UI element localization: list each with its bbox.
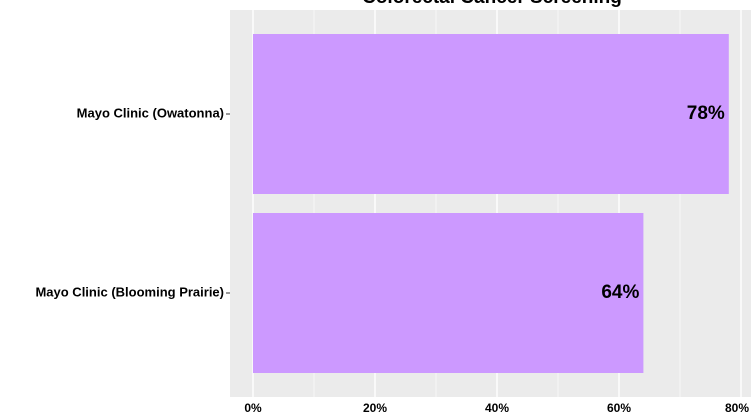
x-axis-tick-labels: 0% 20% 40% 60% 80% <box>244 401 749 415</box>
category-label: Mayo Clinic (Blooming Prairie) <box>35 284 224 299</box>
bar <box>253 213 644 373</box>
chart-title: Colorectal Cancer Screening <box>362 0 622 8</box>
x-tick-label: 60% <box>607 401 631 415</box>
category-label: Mayo Clinic (Owatonna) <box>77 105 224 120</box>
bars-group: 78% 64% <box>253 34 729 373</box>
category-axis-labels: Mayo Clinic (Owatonna) Mayo Clinic (Bloom… <box>35 105 230 299</box>
bar-data-label: 64% <box>601 282 639 303</box>
x-tick-label: 40% <box>485 401 509 415</box>
bar <box>253 34 729 194</box>
x-tick-label: 80% <box>725 401 749 415</box>
bar-data-label: 78% <box>687 103 725 124</box>
x-tick-label: 0% <box>244 401 262 415</box>
x-tick-label: 20% <box>363 401 387 415</box>
